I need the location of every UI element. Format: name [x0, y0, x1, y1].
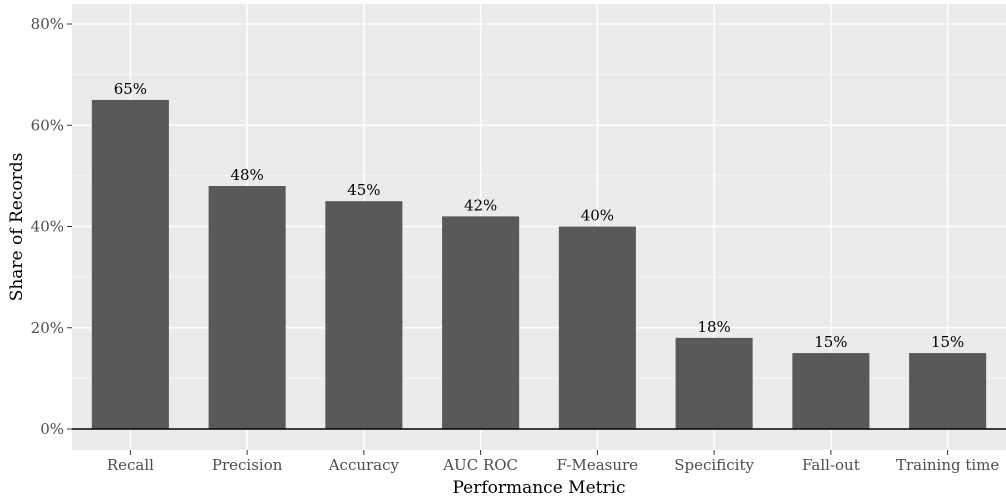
x-tick-label: F-Measure — [557, 456, 639, 474]
y-tick-label: 80% — [31, 15, 64, 33]
x-tick-label: Fall-out — [802, 456, 860, 474]
y-tick-label: 40% — [31, 218, 64, 236]
bar — [325, 201, 403, 429]
x-tick-label: AUC ROC — [442, 456, 518, 474]
data-label: 15% — [931, 333, 964, 351]
data-labels: 65% 48% 45% 42% 40% 18% 15% 15% — [114, 80, 965, 351]
x-tick-label: Precision — [212, 456, 283, 474]
x-axis-ticks: Recall Precision Accuracy AUC ROC F-Measure S… — [107, 450, 999, 474]
data-label: 48% — [230, 166, 263, 184]
bar — [442, 216, 520, 429]
bars — [91, 99, 987, 429]
y-axis-ticks: 0% 20% 40% 60% 80% — [31, 15, 72, 438]
x-tick-label: Accuracy — [328, 456, 400, 474]
data-label: 40% — [581, 207, 614, 225]
x-tick-label: Specificity — [674, 456, 754, 474]
x-axis-title: Performance Metric — [452, 478, 625, 498]
x-tick-label: Recall — [107, 456, 154, 474]
data-label: 45% — [347, 181, 380, 199]
bar — [558, 226, 636, 429]
y-tick-label: 20% — [31, 319, 64, 337]
bar — [909, 353, 987, 429]
y-tick-label: 0% — [40, 420, 64, 438]
data-label: 15% — [814, 333, 847, 351]
bar — [208, 186, 286, 429]
bar — [675, 337, 753, 429]
x-tick-label: Training time — [896, 456, 999, 474]
bar — [792, 353, 870, 429]
y-tick-label: 60% — [31, 116, 64, 134]
data-label: 18% — [697, 318, 730, 336]
data-label: 65% — [114, 80, 147, 98]
bar — [91, 99, 169, 429]
data-label: 42% — [464, 196, 497, 214]
y-axis-title: Share of Records — [7, 153, 27, 302]
